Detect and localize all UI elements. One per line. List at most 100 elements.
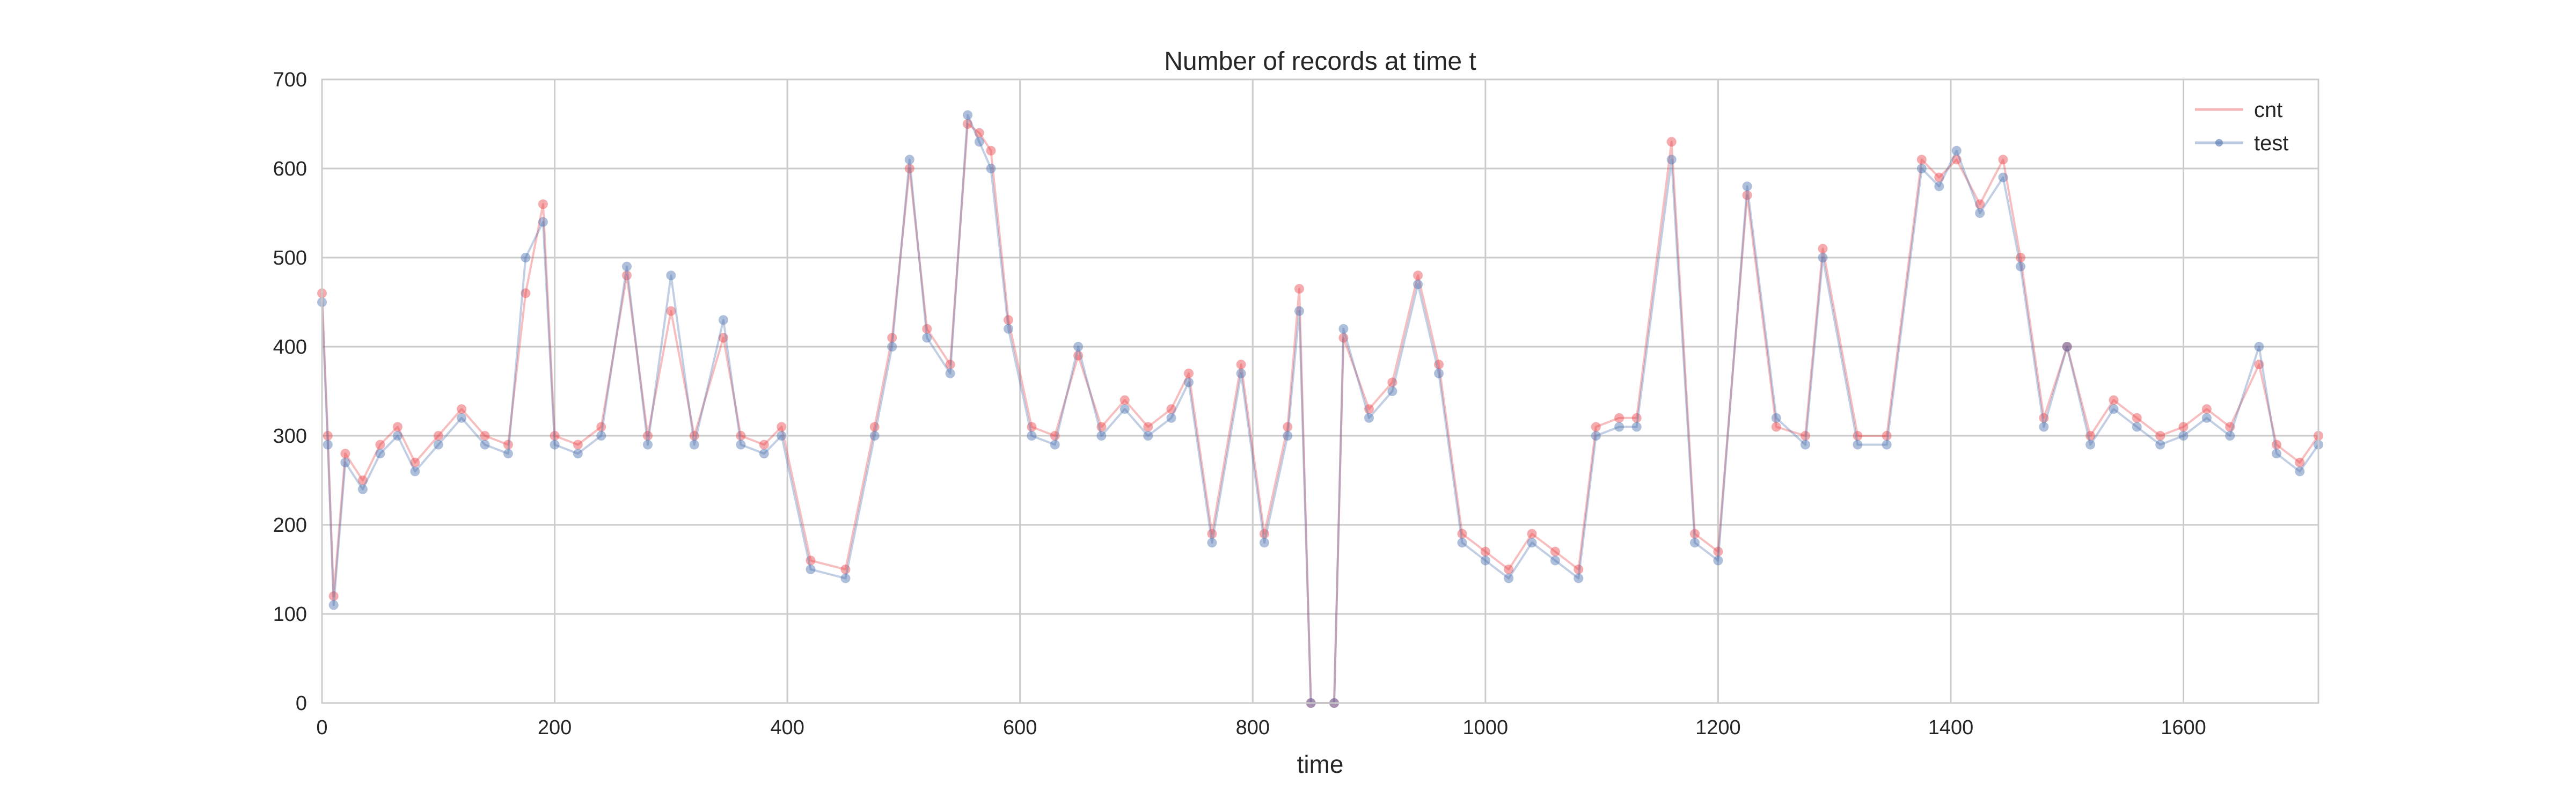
point-cnt-83	[2109, 395, 2119, 405]
point-cnt-44	[1207, 529, 1217, 539]
point-test-55	[1434, 368, 1444, 378]
point-test-31	[945, 368, 955, 378]
point-test-42	[1166, 413, 1176, 423]
point-cnt-60	[1550, 546, 1560, 557]
point-test-46	[1259, 538, 1269, 548]
point-cnt-9	[457, 404, 467, 414]
point-test-6	[392, 431, 402, 441]
point-test-58	[1504, 573, 1514, 583]
point-test-20	[689, 440, 699, 450]
point-test-83	[2109, 404, 2119, 414]
point-cnt-73	[1882, 431, 1892, 441]
point-test-8	[433, 440, 443, 450]
point-cnt-76	[1951, 155, 1962, 165]
point-cnt-31	[945, 360, 955, 370]
y-axis: 0 100 200 300 400 500 600 700	[273, 69, 307, 715]
x-axis-title: time	[1297, 750, 1344, 778]
point-test-81	[2062, 342, 2072, 352]
point-test-24	[777, 431, 787, 441]
point-test-84	[2132, 422, 2142, 432]
point-cnt-58	[1504, 565, 1514, 574]
point-cnt-1	[323, 431, 333, 441]
point-cnt-3	[340, 449, 350, 459]
point-cnt-91	[2295, 457, 2305, 467]
point-test-72	[1853, 440, 1863, 450]
point-cnt-5	[375, 440, 385, 450]
y-tick-label-6: 600	[273, 158, 307, 180]
point-cnt-15	[573, 440, 583, 450]
point-test-62	[1591, 431, 1601, 441]
y-tick-label-3: 300	[273, 425, 307, 448]
point-cnt-52	[1364, 404, 1374, 414]
point-cnt-47	[1283, 422, 1293, 432]
point-test-75	[1934, 181, 1944, 192]
point-cnt-20	[689, 431, 699, 441]
point-cnt-26	[840, 565, 851, 574]
point-test-2	[328, 600, 339, 610]
y-tick-label-2: 200	[273, 514, 307, 537]
point-test-43	[1184, 377, 1194, 387]
point-test-37	[1050, 440, 1060, 450]
point-test-4	[357, 484, 368, 494]
point-test-52	[1364, 413, 1374, 423]
point-cnt-30	[922, 324, 932, 334]
point-cnt-42	[1166, 404, 1176, 414]
y-tick-label-0: 0	[296, 692, 307, 715]
point-test-48	[1294, 306, 1304, 316]
x-tick-label-3: 600	[1003, 716, 1037, 739]
point-test-51	[1338, 324, 1349, 334]
point-cnt-41	[1143, 422, 1153, 432]
point-test-78	[1998, 172, 2008, 182]
point-test-13	[538, 217, 548, 227]
point-cnt-79	[2016, 253, 2025, 262]
series-layer	[317, 110, 2323, 708]
point-test-44	[1207, 538, 1217, 548]
x-tick-label-0: 0	[316, 716, 327, 739]
point-test-5	[375, 449, 385, 459]
point-test-74	[1916, 164, 1927, 173]
point-cnt-16	[596, 422, 606, 432]
point-cnt-72	[1853, 431, 1863, 441]
x-tick-label-8: 1600	[2161, 716, 2206, 739]
y-tick-label-1: 100	[273, 603, 307, 626]
point-cnt-74	[1916, 155, 1927, 165]
point-test-17	[622, 261, 632, 272]
point-test-41	[1143, 431, 1153, 441]
point-test-39	[1096, 431, 1107, 441]
point-test-16	[596, 431, 606, 441]
point-cnt-43	[1184, 368, 1194, 378]
point-test-57	[1480, 555, 1490, 566]
point-cnt-10	[480, 431, 490, 441]
x-tick-label-2: 400	[770, 716, 804, 739]
point-cnt-2	[328, 591, 339, 601]
point-cnt-27	[869, 422, 880, 432]
point-test-22	[736, 440, 746, 450]
point-cnt-4	[357, 475, 368, 485]
x-tick-label-6: 1200	[1695, 716, 1741, 739]
point-test-54	[1413, 279, 1423, 289]
point-cnt-87	[2201, 404, 2212, 414]
point-cnt-84	[2132, 413, 2142, 423]
legend-item-cnt: cnt	[2195, 98, 2282, 122]
legend-label-cnt: cnt	[2254, 98, 2282, 122]
point-cnt-37	[1050, 431, 1060, 441]
point-cnt-81	[2062, 342, 2072, 352]
point-cnt-62	[1591, 422, 1601, 432]
point-test-89	[2254, 342, 2264, 352]
point-cnt-65	[1666, 137, 1677, 147]
point-test-29	[904, 155, 914, 165]
point-cnt-70	[1801, 431, 1810, 441]
point-cnt-55	[1434, 360, 1444, 370]
point-cnt-39	[1096, 422, 1107, 432]
point-test-77	[1975, 208, 1985, 218]
legend: cnt test	[2195, 98, 2288, 155]
point-cnt-21	[718, 333, 728, 343]
point-test-1	[323, 440, 333, 450]
point-test-86	[2178, 431, 2189, 441]
point-test-69	[1771, 413, 1781, 423]
legend-item-test: test	[2195, 131, 2288, 155]
x-axis: 0 200 400 600 800 1000 1200 1400 1600	[316, 716, 2206, 739]
series-line-cnt	[321, 123, 2319, 704]
point-cnt-7	[410, 457, 420, 467]
